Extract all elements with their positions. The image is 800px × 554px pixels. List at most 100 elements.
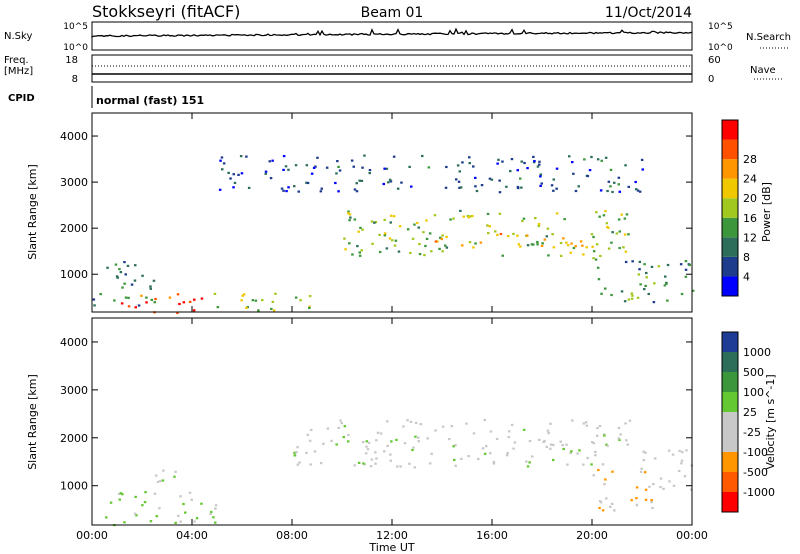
data-point — [397, 250, 401, 253]
data-point — [620, 213, 623, 216]
data-point — [378, 250, 382, 254]
data-point — [358, 251, 361, 254]
data-point — [174, 470, 177, 473]
data-point — [572, 246, 576, 250]
data-point — [296, 446, 299, 449]
data-point — [140, 294, 143, 297]
data-point — [467, 455, 470, 458]
colorbar-tick-label: -100 — [743, 446, 768, 459]
data-point — [141, 504, 144, 507]
xtick-label: 16:00 — [476, 529, 508, 542]
data-point — [400, 181, 403, 184]
data-point — [617, 426, 621, 429]
colorbar-segment — [722, 276, 738, 296]
data-point — [546, 429, 550, 432]
data-point — [651, 506, 654, 510]
data-point — [247, 186, 251, 189]
data-point — [600, 292, 603, 295]
data-point — [298, 461, 301, 464]
data-point — [623, 217, 627, 220]
data-point — [453, 458, 456, 461]
data-point — [330, 439, 333, 442]
data-point — [596, 434, 599, 437]
data-point — [383, 167, 386, 170]
data-point — [133, 512, 137, 515]
data-point — [537, 224, 540, 228]
data-point — [637, 273, 641, 276]
data-point — [358, 254, 362, 257]
data-point — [550, 184, 554, 187]
data-point — [592, 250, 596, 253]
data-point — [672, 484, 676, 487]
nsearch-label: N.Search — [746, 32, 791, 43]
data-point — [566, 244, 570, 247]
data-point — [530, 455, 534, 458]
data-point — [448, 438, 451, 441]
data-point — [313, 450, 317, 453]
data-point — [601, 463, 605, 466]
data-point — [339, 419, 342, 422]
data-point — [636, 296, 640, 299]
data-point — [486, 224, 489, 227]
data-point — [347, 212, 350, 215]
data-point — [605, 222, 609, 225]
data-point — [627, 233, 630, 236]
data-point — [308, 306, 311, 310]
data-point — [133, 279, 137, 282]
data-point — [467, 216, 470, 219]
beam-title: Beam 01 — [361, 5, 424, 21]
colorbar-segment — [722, 178, 738, 199]
data-point — [455, 178, 458, 181]
data-point — [309, 463, 312, 466]
power-yaxis: 1000 2000 3000 4000 — [60, 130, 692, 281]
data-point — [368, 169, 372, 172]
data-point — [648, 485, 651, 488]
data-point — [334, 181, 337, 185]
data-point — [240, 172, 244, 175]
data-point — [472, 432, 476, 435]
colorbar-tick-label: 8 — [743, 251, 750, 264]
data-point — [688, 263, 691, 267]
data-point — [210, 510, 213, 514]
data-point — [293, 451, 296, 454]
data-point — [468, 156, 471, 159]
colorbar-tick-label: -25 — [743, 426, 761, 439]
data-point — [161, 479, 165, 482]
data-point — [594, 450, 597, 454]
data-point — [559, 440, 562, 443]
data-point — [541, 242, 544, 245]
data-point — [520, 160, 523, 163]
data-point — [396, 465, 399, 468]
colorbar-tick-label: 16 — [743, 212, 757, 225]
data-point — [596, 158, 600, 161]
data-point — [434, 429, 437, 432]
data-point — [221, 168, 224, 171]
data-point — [383, 234, 387, 237]
data-point — [120, 302, 124, 305]
data-point — [490, 178, 494, 181]
data-point — [123, 521, 126, 524]
data-point — [325, 166, 329, 169]
data-point — [441, 234, 444, 237]
data-point — [308, 295, 312, 298]
data-point — [588, 169, 592, 172]
data-point — [597, 278, 601, 281]
colorbar-segment — [722, 332, 738, 352]
data-point — [510, 158, 514, 161]
data-point — [538, 163, 541, 166]
data-point — [472, 246, 475, 249]
data-point — [374, 462, 377, 465]
data-point — [305, 164, 309, 167]
data-point — [522, 428, 526, 431]
data-point — [389, 221, 392, 224]
data-point — [308, 439, 312, 442]
data-point — [153, 492, 157, 495]
data-point — [645, 271, 648, 275]
colorbar-tick-label: 4 — [743, 270, 750, 283]
data-point — [592, 442, 595, 445]
data-point — [337, 165, 340, 168]
data-point — [512, 232, 515, 235]
data-point — [604, 478, 607, 481]
data-point — [361, 228, 364, 231]
data-point — [409, 251, 412, 255]
